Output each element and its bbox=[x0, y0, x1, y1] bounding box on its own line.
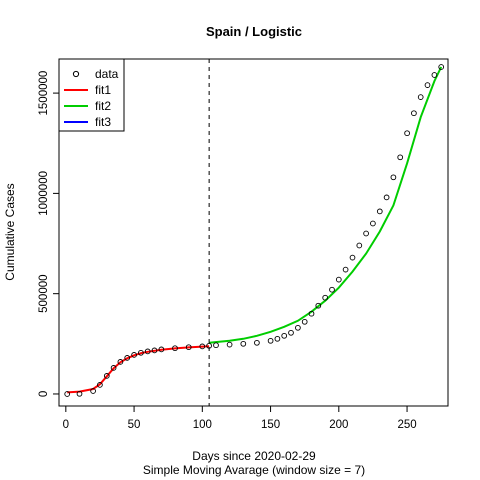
data-point bbox=[404, 130, 410, 137]
x-axis-subtitle: Simple Moving Avarage (window size = 7) bbox=[143, 463, 365, 477]
data-point bbox=[417, 94, 424, 100]
x-tick-label: 150 bbox=[261, 419, 280, 431]
y-tick-label: 500000 bbox=[38, 274, 50, 312]
x-tick-label: 200 bbox=[329, 419, 348, 431]
data-point bbox=[64, 391, 71, 397]
x-axis-label: Days since 2020-02-29 bbox=[192, 449, 316, 463]
y-tick-label: 1000000 bbox=[38, 171, 50, 216]
data-point bbox=[76, 390, 83, 397]
data-point bbox=[315, 302, 322, 309]
data-point bbox=[356, 242, 363, 249]
x-tick-label: 250 bbox=[397, 419, 416, 431]
data-point bbox=[397, 154, 404, 161]
data-point bbox=[335, 276, 342, 283]
data-point bbox=[329, 286, 335, 293]
fit1-line bbox=[67, 345, 210, 394]
data-point bbox=[411, 110, 417, 117]
data-point bbox=[144, 348, 151, 355]
x-axis: 0 50 100 150 200 250 bbox=[63, 405, 417, 431]
data-point bbox=[185, 344, 192, 351]
data-point bbox=[97, 382, 103, 388]
chart-title: Spain / Logistic bbox=[206, 24, 302, 39]
data-point bbox=[172, 345, 178, 352]
data-point bbox=[90, 388, 96, 394]
data-point bbox=[322, 294, 329, 301]
data-point bbox=[267, 337, 274, 344]
legend-symbol-data bbox=[72, 70, 80, 78]
data-point bbox=[226, 341, 233, 348]
data-point bbox=[308, 310, 315, 317]
y-tick-label: 0 bbox=[38, 391, 50, 397]
data-point bbox=[103, 373, 110, 379]
data-point bbox=[363, 230, 369, 237]
data-point bbox=[274, 335, 281, 342]
data-points bbox=[64, 64, 445, 397]
data-point bbox=[295, 324, 301, 331]
data-point bbox=[124, 355, 131, 361]
data-point bbox=[213, 342, 219, 349]
legend-items: data fit1 fit2 fit3 bbox=[64, 67, 119, 129]
data-point bbox=[281, 332, 288, 339]
data-point bbox=[117, 359, 124, 365]
y-axis: 0 500000 1000000 1500000 bbox=[38, 71, 60, 397]
data-point bbox=[158, 346, 165, 353]
legend-label-fit2: fit2 bbox=[95, 99, 111, 113]
data-point bbox=[438, 64, 445, 70]
data-point bbox=[138, 349, 144, 356]
x-tick-label: 50 bbox=[128, 419, 141, 431]
data-point bbox=[288, 329, 294, 336]
data-point bbox=[431, 72, 438, 78]
data-point bbox=[240, 340, 247, 347]
x-tick-label: 100 bbox=[193, 419, 212, 431]
legend-box bbox=[58, 58, 125, 132]
data-point bbox=[301, 318, 308, 325]
data-point bbox=[342, 266, 349, 273]
fit-lines bbox=[67, 66, 443, 394]
x-tick-label: 0 bbox=[63, 419, 69, 431]
data-point bbox=[131, 352, 137, 358]
data-point bbox=[390, 174, 397, 181]
legend-label-fit1: fit1 bbox=[95, 83, 111, 97]
data-point bbox=[199, 343, 206, 350]
data-point bbox=[254, 339, 260, 346]
legend-label-data: data bbox=[95, 67, 119, 81]
y-tick-label: 1500000 bbox=[38, 71, 50, 116]
legend: data fit1 fit2 fit3 bbox=[58, 58, 125, 132]
legend-label-fit3: fit3 bbox=[95, 115, 111, 129]
data-point bbox=[383, 194, 390, 201]
data-point bbox=[349, 254, 356, 261]
data-point bbox=[151, 347, 158, 354]
y-axis-label: Cumulative Cases bbox=[3, 183, 17, 280]
data-point bbox=[424, 82, 431, 88]
data-point bbox=[370, 220, 376, 227]
data-point bbox=[376, 208, 383, 215]
fit2-line bbox=[209, 66, 443, 344]
data-point bbox=[110, 365, 117, 371]
